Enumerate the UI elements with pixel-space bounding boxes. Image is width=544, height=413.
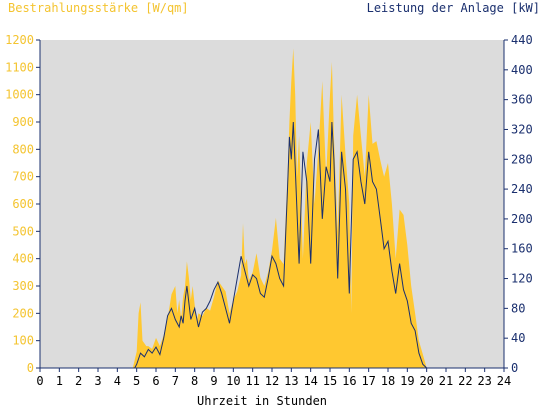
x-tick-label: 16 bbox=[342, 374, 356, 388]
x-tick-label: 23 bbox=[477, 374, 491, 388]
right-tick-label: 400 bbox=[511, 63, 533, 77]
right-tick-label: 80 bbox=[511, 301, 525, 315]
x-tick-label: 3 bbox=[94, 374, 101, 388]
x-tick-label: 12 bbox=[265, 374, 279, 388]
x-tick-label: 9 bbox=[210, 374, 217, 388]
x-tick-label: 0 bbox=[36, 374, 43, 388]
x-tick-label: 5 bbox=[133, 374, 140, 388]
x-tick-label: 13 bbox=[284, 374, 298, 388]
left-tick-label: 800 bbox=[12, 142, 34, 156]
right-tick-label: 40 bbox=[511, 331, 525, 345]
x-tick-label: 15 bbox=[323, 374, 337, 388]
x-tick-label: 7 bbox=[172, 374, 179, 388]
right-tick-label: 160 bbox=[511, 242, 533, 256]
x-tick-label: 10 bbox=[226, 374, 240, 388]
left-tick-label: 700 bbox=[12, 170, 34, 184]
x-tick-label: 6 bbox=[152, 374, 159, 388]
left-tick-label: 600 bbox=[12, 197, 34, 211]
x-tick-label: 24 bbox=[497, 374, 511, 388]
right-tick-label: 120 bbox=[511, 272, 533, 286]
x-tick-label: 17 bbox=[361, 374, 375, 388]
right-axis-title: Leistung der Anlage [kW] bbox=[367, 1, 540, 15]
left-tick-label: 200 bbox=[12, 306, 34, 320]
x-tick-label: 19 bbox=[400, 374, 414, 388]
x-axis-title: Uhrzeit in Stunden bbox=[197, 394, 327, 408]
right-tick-label: 280 bbox=[511, 152, 533, 166]
left-tick-label: 1200 bbox=[5, 33, 34, 47]
power-line bbox=[40, 121, 504, 369]
x-tick-label: 20 bbox=[419, 374, 433, 388]
left-tick-label: 900 bbox=[12, 115, 34, 129]
x-tick-label: 21 bbox=[439, 374, 453, 388]
left-tick-label: 1100 bbox=[5, 60, 34, 74]
x-tick-label: 8 bbox=[191, 374, 198, 388]
right-tick-label: 320 bbox=[511, 122, 533, 136]
left-tick-label: 500 bbox=[12, 224, 34, 238]
x-tick-label: 14 bbox=[303, 374, 317, 388]
left-tick-label: 300 bbox=[12, 279, 34, 293]
left-axis-title: Bestrahlungsstärke [W/qm] bbox=[8, 1, 189, 15]
right-tick-label: 200 bbox=[511, 212, 533, 226]
power-line-layer bbox=[40, 121, 504, 369]
right-tick-label: 360 bbox=[511, 93, 533, 107]
irradiance-area bbox=[40, 48, 504, 368]
x-tick-label: 4 bbox=[114, 374, 121, 388]
right-tick-label: 0 bbox=[511, 361, 518, 375]
left-tick-label: 400 bbox=[12, 252, 34, 266]
x-tick-label: 1 bbox=[56, 374, 63, 388]
x-tick-label: 11 bbox=[245, 374, 259, 388]
right-tick-label: 440 bbox=[511, 33, 533, 47]
right-tick-label: 240 bbox=[511, 182, 533, 196]
irradiance-area-layer bbox=[40, 48, 504, 368]
left-tick-label: 0 bbox=[27, 361, 34, 375]
x-tick-label: 18 bbox=[381, 374, 395, 388]
left-tick-label: 100 bbox=[12, 334, 34, 348]
axes-layer: 0100200300400500600700800900100011001200… bbox=[5, 33, 533, 388]
x-tick-label: 2 bbox=[75, 374, 82, 388]
x-tick-label: 22 bbox=[458, 374, 472, 388]
left-tick-label: 1000 bbox=[5, 88, 34, 102]
